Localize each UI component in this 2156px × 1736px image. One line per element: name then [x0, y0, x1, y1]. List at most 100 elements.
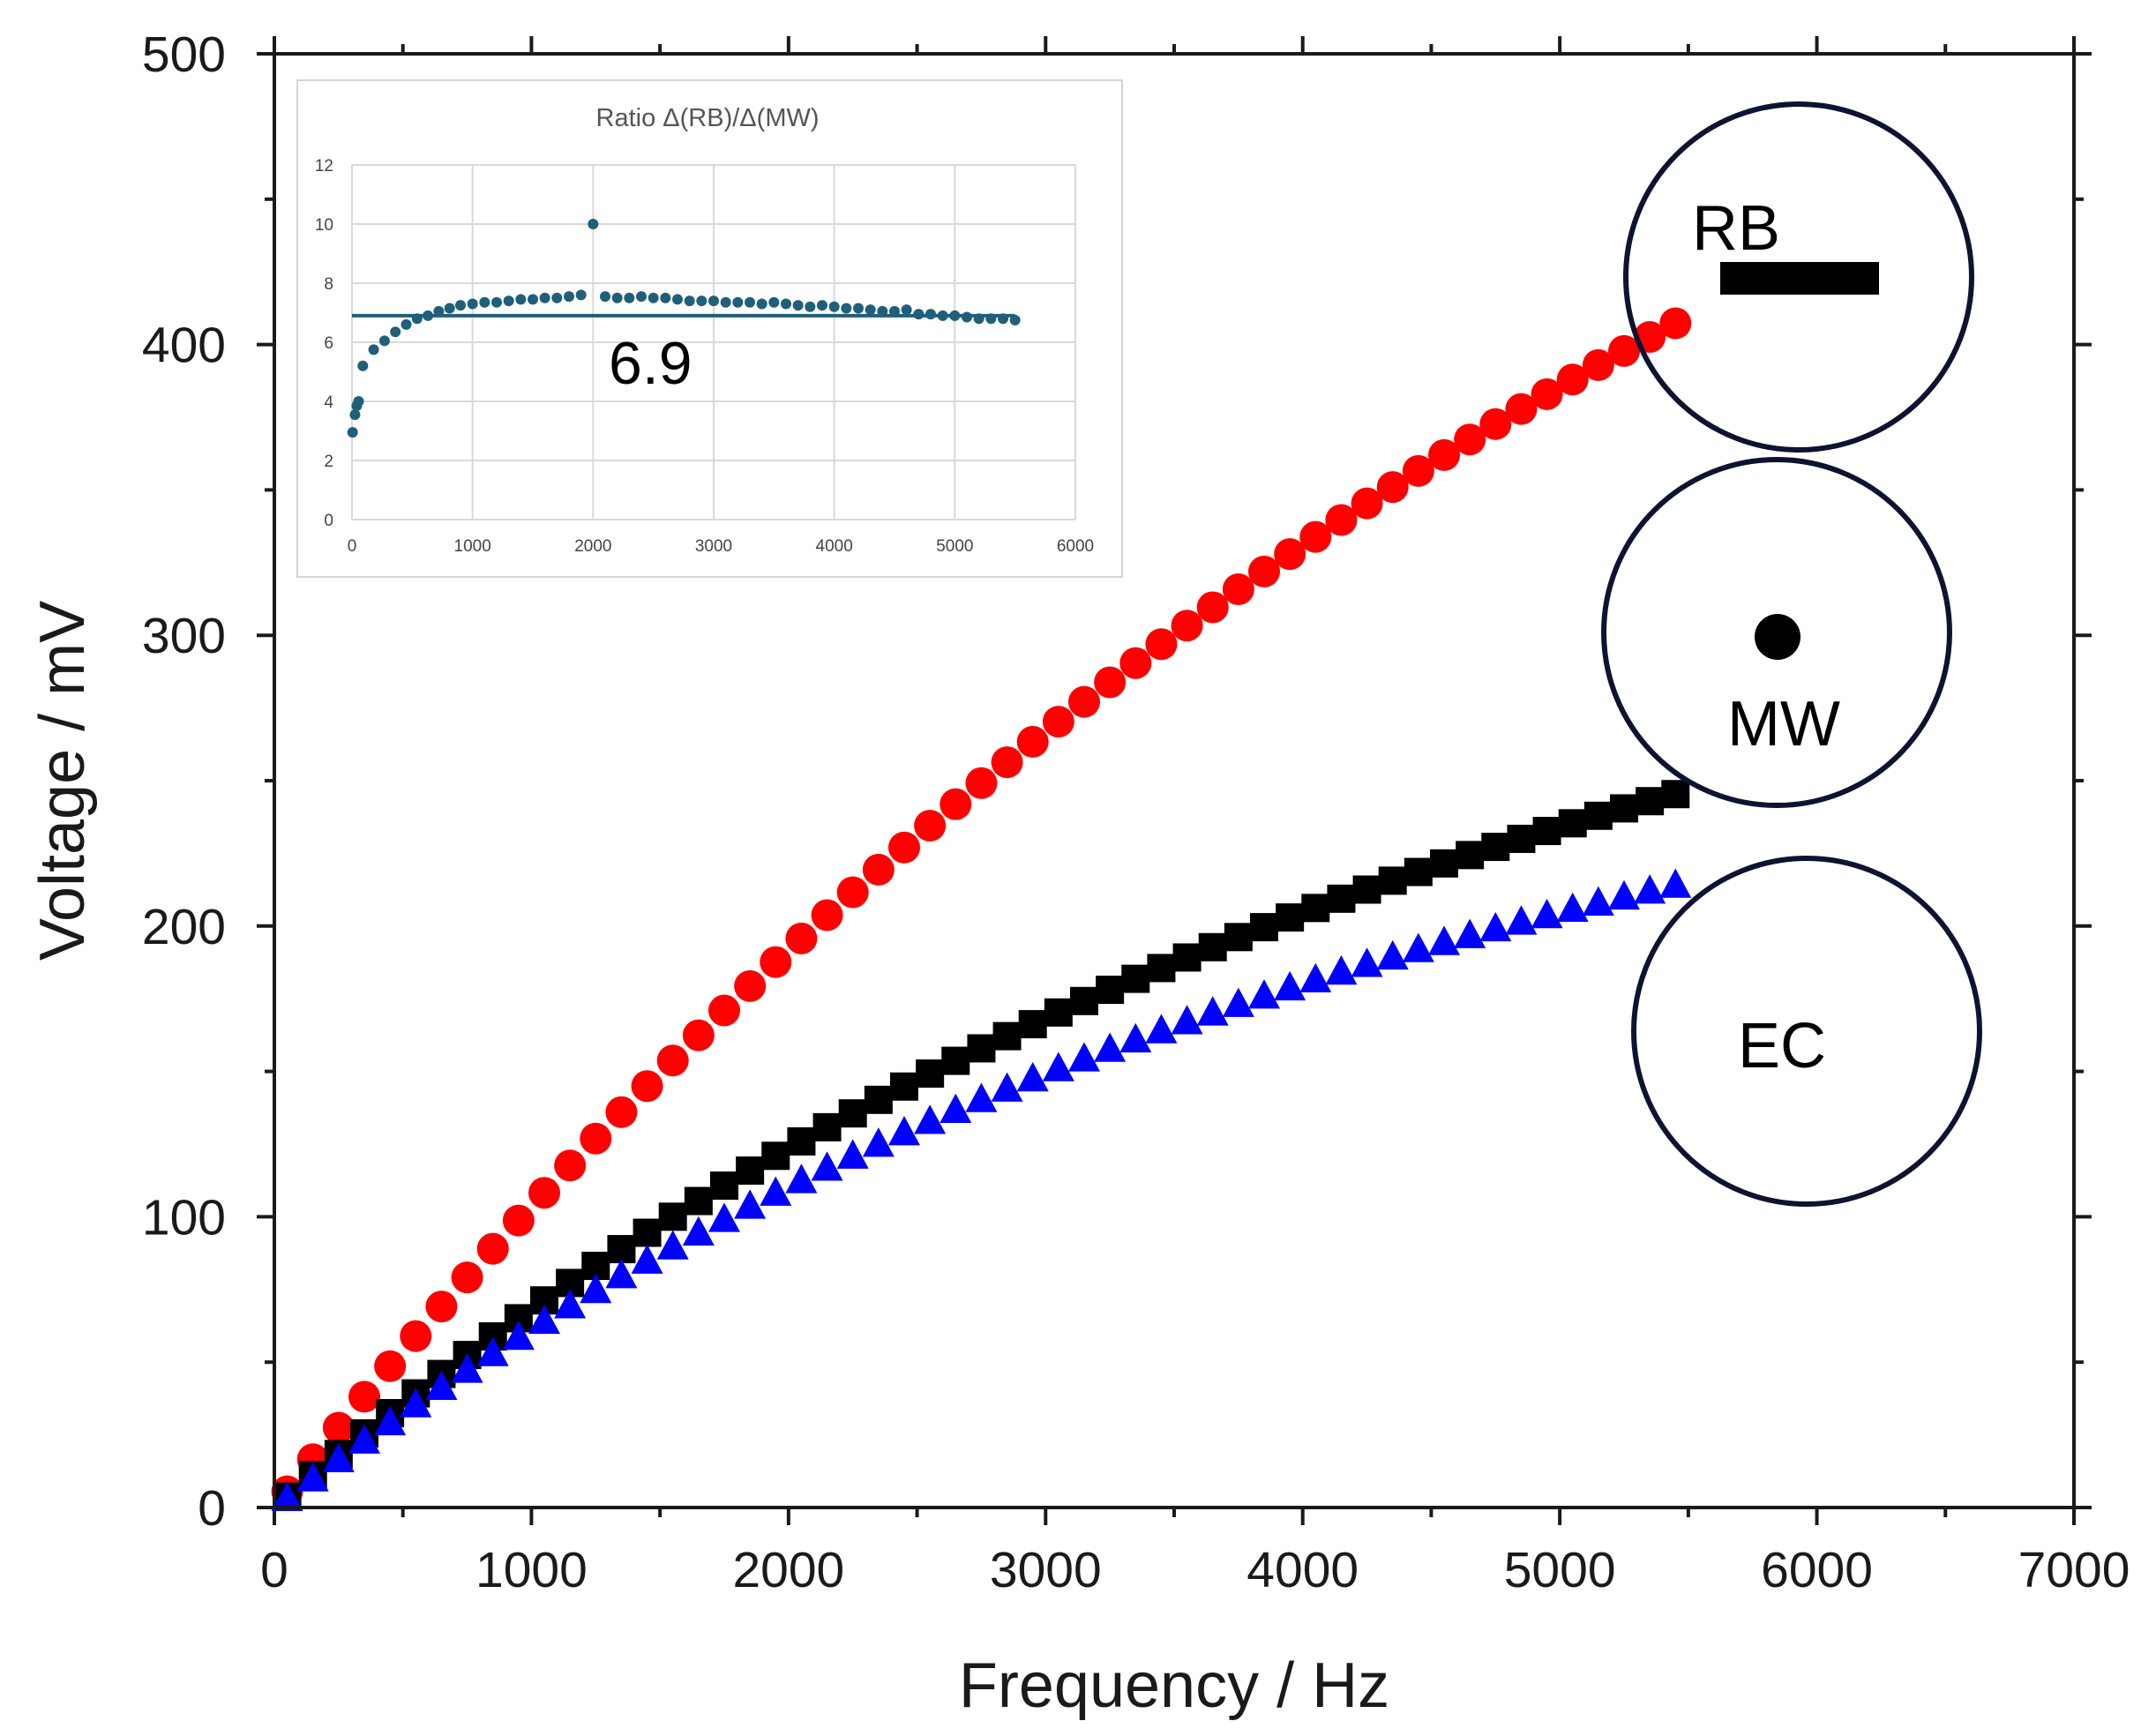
series-ec: [271, 868, 1692, 1511]
data-point-ec: [1222, 987, 1254, 1017]
x-tick-label: 0: [260, 1542, 288, 1598]
data-point-ec: [476, 1336, 509, 1366]
inset-data-point: [998, 313, 1008, 325]
data-point-ec: [1325, 954, 1358, 985]
inset-x-tick-label: 4000: [816, 537, 853, 556]
inset-y-tick-label: 8: [324, 275, 333, 294]
mw-label: MW: [1727, 689, 1840, 760]
data-point-mw: [1121, 964, 1150, 993]
data-point-mw: [1507, 824, 1536, 853]
data-point-rb: [1454, 423, 1486, 456]
inset-y-tick-label: 2: [324, 453, 333, 471]
data-point-ec: [862, 1127, 895, 1157]
inset-data-point: [937, 310, 948, 321]
y-tick-label: 300: [142, 608, 226, 664]
data-point-ec: [425, 1370, 458, 1400]
data-point-rb: [1376, 471, 1409, 504]
y-tick-label: 400: [142, 318, 226, 374]
data-point-ec: [400, 1388, 432, 1418]
mw-diagram: MW: [1601, 457, 1952, 808]
data-point-ec: [1582, 886, 1614, 916]
data-point-mw: [1070, 986, 1098, 1015]
data-point-mw: [761, 1141, 790, 1171]
data-point-rb: [554, 1149, 587, 1182]
data-point-rb: [914, 810, 947, 842]
data-point-mw: [992, 1021, 1022, 1051]
inset-data-point: [479, 296, 490, 308]
data-point-ec: [1402, 932, 1434, 962]
data-point-ec: [296, 1462, 329, 1492]
inset-reference-label: 6.9: [609, 330, 692, 397]
x-tick-label: 6000: [1761, 1542, 1873, 1598]
data-point-mw: [838, 1099, 867, 1128]
inset-tick-labels: 0 2 4 6 8 10 12 0 1000 2000 3000 4000 5000 6000: [315, 157, 1094, 556]
data-point-mw: [1301, 894, 1330, 923]
inset-x-tick-label: 2000: [574, 537, 611, 556]
data-point-ec: [1556, 892, 1589, 923]
data-point-rb: [1531, 378, 1563, 410]
data-point-ec: [1196, 996, 1229, 1026]
data-point-ec: [554, 1289, 587, 1319]
data-point-rb: [991, 746, 1023, 779]
data-point-ec: [502, 1320, 535, 1351]
inset-data-point: [949, 310, 961, 321]
data-point-ec: [271, 1481, 303, 1511]
inset-data-point: [467, 298, 478, 310]
data-point-ec: [605, 1259, 638, 1289]
data-point-ec: [1454, 918, 1486, 948]
x-tick-label: 7000: [2018, 1542, 2130, 1598]
inset-x-tick-label: 5000: [936, 537, 973, 556]
data-point-rb: [682, 1019, 715, 1051]
inset-data-point: [672, 294, 683, 305]
data-point-rb: [965, 767, 998, 799]
y-axis-title: Voltage / mV: [27, 601, 98, 961]
inset-data-point: [503, 296, 514, 307]
inset-data-point: [648, 292, 659, 303]
data-point-mw: [864, 1085, 893, 1114]
rb-circle: [1623, 101, 1974, 453]
data-point-ec: [1634, 874, 1666, 904]
data-point-mw: [684, 1186, 713, 1216]
data-point-ec: [888, 1116, 920, 1146]
inset-y-tick-label: 6: [324, 334, 333, 353]
y-tick-label: 100: [142, 1189, 226, 1246]
inset-data-point: [455, 300, 466, 311]
inset-data-point: [985, 313, 997, 325]
inset-data-point: [624, 292, 635, 303]
y-tick-label: 0: [198, 1480, 226, 1537]
data-point-ec: [836, 1139, 869, 1169]
data-point-rb: [656, 1044, 689, 1077]
rb-diagram: RB: [1623, 101, 1974, 453]
inset-data-point: [423, 310, 434, 321]
y-tick-label: 200: [142, 899, 226, 955]
mw-circle: [1601, 457, 1952, 808]
inset-data-point: [444, 303, 455, 314]
data-point-mw: [1378, 866, 1407, 895]
data-point-rb: [940, 788, 972, 820]
inset-data-point: [401, 318, 412, 330]
ec-circle: [1631, 856, 1982, 1207]
data-point-ec: [580, 1273, 612, 1304]
data-point-ec: [451, 1353, 483, 1383]
data-point-mw: [1198, 932, 1227, 962]
inset-data-point: [433, 305, 445, 317]
inset-data-point: [805, 301, 816, 312]
data-point-rb: [1582, 348, 1614, 381]
data-point-rb: [605, 1096, 638, 1128]
data-point-rb: [528, 1177, 560, 1209]
data-point-rb: [374, 1350, 407, 1382]
data-point-ec: [1428, 925, 1460, 955]
data-point-ec: [811, 1151, 843, 1181]
inset-data-point: [973, 313, 984, 325]
inset-data-point: [962, 311, 972, 323]
inset-title: Ratio Δ(RB)/Δ(MW): [596, 104, 820, 132]
data-point-rb: [1402, 454, 1434, 487]
inset-data-point: [781, 298, 791, 310]
data-point-ec: [1608, 879, 1640, 910]
data-point-rb: [1145, 628, 1178, 661]
data-point-ec: [631, 1244, 663, 1274]
data-point-rb: [888, 831, 920, 864]
inset-data-point: [877, 305, 888, 317]
data-point-mw: [1172, 943, 1202, 972]
